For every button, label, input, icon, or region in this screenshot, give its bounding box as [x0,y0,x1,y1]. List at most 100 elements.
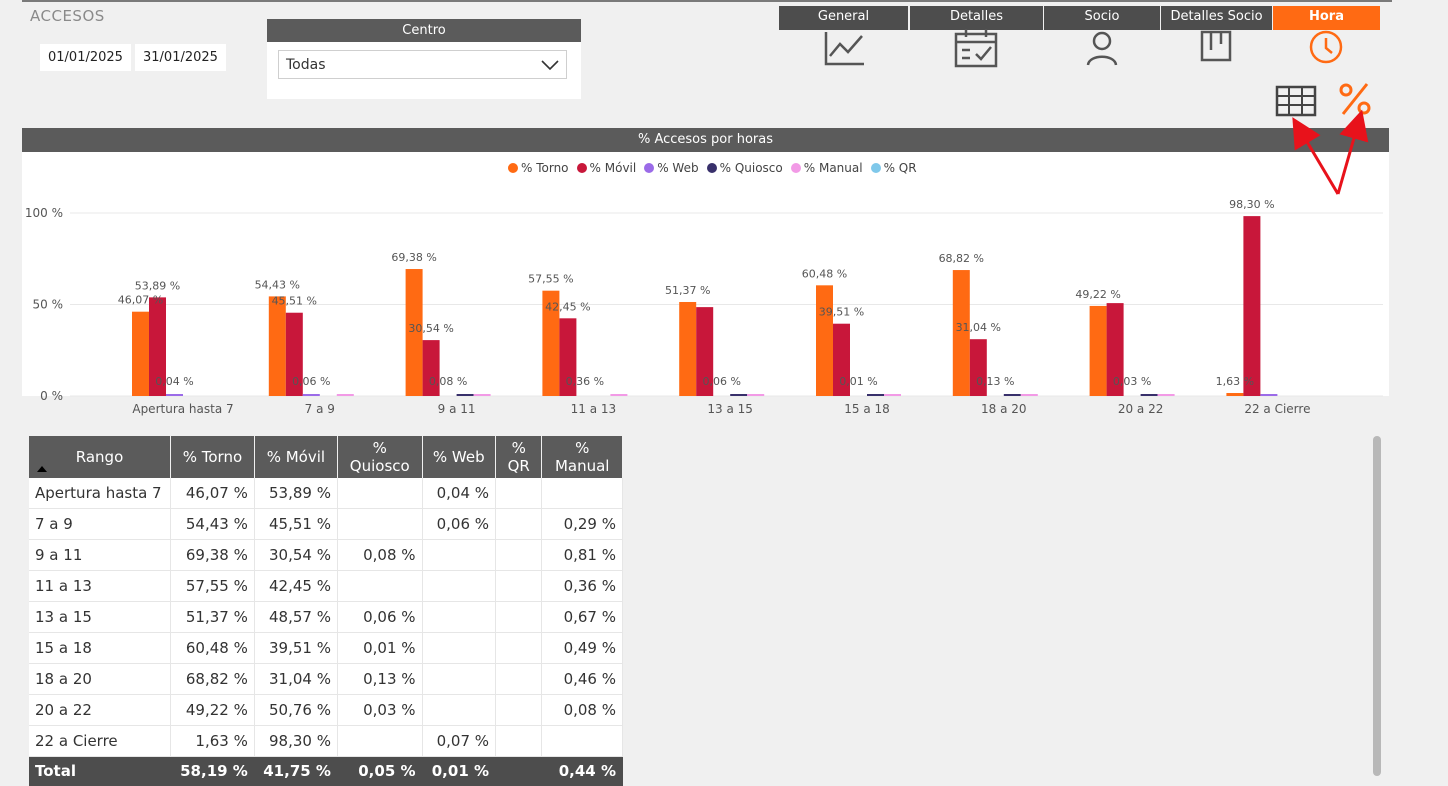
table-cell [422,694,497,726]
table-cell: 0,01 % [337,632,423,664]
chart-bar [610,394,628,396]
table-cell: Apertura hasta 7 [29,478,172,509]
total-cell: 0,05 % [337,756,423,786]
chart-bar [559,318,577,396]
data-label: 53,89 % [135,279,180,292]
legend-swatch [706,163,717,173]
legend-swatch [576,163,587,173]
date-from-field[interactable]: 01/01/2025 [40,44,131,71]
table-cell: 11 a 13 [29,570,172,602]
table-cell: 50,76 % [254,694,338,726]
table-cell: 53,89 % [254,478,338,509]
centro-dropdown[interactable]: Todas [278,50,567,79]
tab-socio[interactable]: Socio [1044,6,1160,30]
table-cell: 7 a 9 [29,508,172,540]
table-row[interactable]: 13 a 15 51,37 % 48,57 % 0,06 % 0,67 % [29,601,623,633]
column-header[interactable]: % QR [495,436,543,478]
column-header[interactable]: Rango [29,436,172,478]
table-row[interactable]: 9 a 11 69,38 % 30,54 % 0,08 % 0,81 % [29,539,623,571]
tab-socio-label: Socio [1084,9,1120,24]
data-label: 0,06 % [702,375,740,388]
table-cell: 48,57 % [254,601,338,633]
legend-item[interactable]: % Quiosco [706,161,783,175]
legend-item[interactable]: % Web [644,161,699,175]
chart-bar [679,301,697,396]
data-label: 1,63 % [1216,375,1254,388]
table-row[interactable]: 20 a 22 49,22 % 50,76 % 0,03 % 0,08 % [29,694,623,726]
table-cell [495,478,543,509]
table-row[interactable]: 11 a 13 57,55 % 42,45 % 0,36 % [29,570,623,602]
chart-bar [1003,394,1021,396]
table-row[interactable]: 7 a 9 54,43 % 45,51 % 0,06 % 0,29 % [29,508,623,540]
table-cell: 46,07 % [170,478,255,509]
column-header[interactable]: % Móvil [254,436,338,478]
legend-label: % Manual [803,161,863,175]
date-to-field[interactable]: 31/01/2025 [135,44,226,71]
chart-bar [132,311,149,396]
column-header[interactable]: % Quiosco [337,436,423,478]
table-row[interactable]: 22 a Cierre 1,63 % 98,30 % 0,07 % [29,725,623,757]
column-header[interactable]: % Web [422,436,497,478]
tab-hora[interactable]: Hora [1273,6,1380,30]
page-title: ACCESOS [30,7,105,25]
legend-label: % Web [657,161,699,175]
user-icon[interactable] [1080,28,1124,68]
table-cell: 68,82 % [170,663,255,695]
data-label: 54,43 % [255,278,300,291]
column-header[interactable]: % Manual [541,436,623,478]
data-label: 98,30 % [1229,198,1274,211]
column-header[interactable]: % Torno [170,436,255,478]
table-cell [495,601,543,633]
legend-item[interactable]: % QR [870,161,917,175]
data-label: 60,48 % [802,267,847,280]
chart-bar [747,394,765,396]
legend-label: % Móvil [589,161,637,175]
legend-item[interactable]: % Manual [790,161,863,175]
table-cell: 9 a 11 [29,539,172,571]
calendar-check-icon[interactable] [954,28,998,68]
table-cell: 15 a 18 [29,632,172,664]
tab-general[interactable]: General [779,6,908,30]
table-cell [495,663,543,695]
data-label: 0,36 % [566,375,604,388]
clock-icon[interactable] [1304,28,1348,68]
legend-label: % Torno [521,161,569,175]
total-cell: 0,01 % [422,756,497,786]
legend-item[interactable]: % Torno [508,161,569,175]
line-chart-icon[interactable] [822,28,866,68]
table-header-row: Rango % Torno % Móvil % Quiosco % Web % QR % M… [29,436,623,478]
vertical-scrollbar[interactable] [1373,436,1381,776]
table-row[interactable]: 15 a 18 60,48 % 39,51 % 0,01 % 0,49 % [29,632,623,664]
table-cell [422,570,497,602]
chart-bar [696,307,714,396]
tab-detalles-label: Detalles [949,9,1004,24]
board-icon[interactable] [1194,28,1238,68]
bar-chart: 0 % 50 % 100 % 46,07 % 53,89 % 0,04 % Apertura… [25,198,1383,416]
legend-swatch [644,163,655,173]
table-row[interactable]: 18 a 20 68,82 % 31,04 % 0,13 % 0,46 % [29,663,623,695]
tab-detalles-socio[interactable]: Detalles Socio [1161,6,1272,30]
column-header-label: % Web [432,448,485,466]
chart-bar [952,270,970,396]
table-cell: 0,29 % [541,508,623,540]
table-cell: 98,30 % [254,725,338,757]
data-label: 30,54 % [408,322,453,335]
legend-swatch [870,163,881,173]
chart-bar [336,394,354,396]
x-tick-label: 18 a 20 [981,402,1027,416]
column-header-label: Rango [75,448,124,466]
table-cell [422,663,497,695]
table-cell: 42,45 % [254,570,338,602]
table-cell: 0,67 % [541,601,623,633]
chart-bar [166,394,183,396]
legend-item[interactable]: % Móvil [576,161,637,175]
chart-bar [1157,394,1175,396]
centro-label: Centro [267,19,581,42]
table-row[interactable]: Apertura hasta 7 46,07 % 53,89 % 0,04 % [29,478,623,509]
column-header-label: % QR [507,439,530,475]
chart-bar [1020,394,1038,396]
chart-bar [149,297,166,396]
x-tick-label: Apertura hasta 7 [132,402,233,416]
table-grid-icon[interactable] [1274,82,1318,122]
tab-detalles[interactable]: Detalles [910,6,1043,30]
